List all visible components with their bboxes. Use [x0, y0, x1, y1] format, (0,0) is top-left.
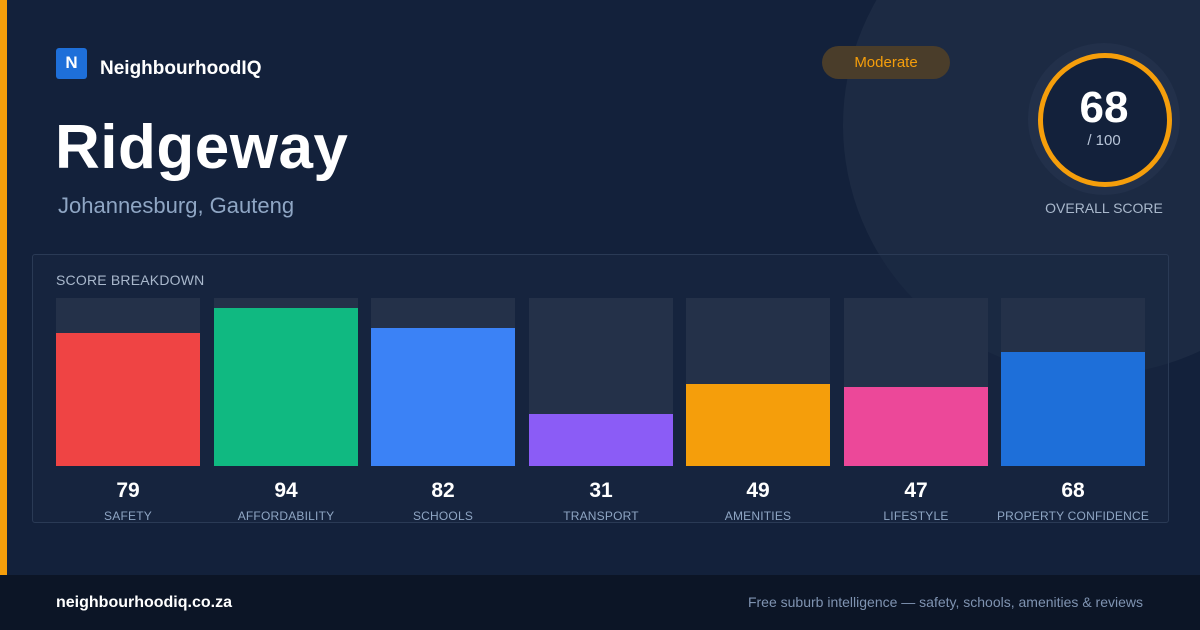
footer [0, 575, 1200, 630]
bar-fill-affordability [214, 308, 358, 466]
suburb-location: Johannesburg, Gauteng [58, 193, 295, 218]
overall-score-max: / 100 [1087, 132, 1121, 149]
bar-label: LIFESTYLE [883, 509, 949, 523]
bar-label: PROPERTY CONFIDENCE [996, 509, 1150, 523]
bar-label: SAFETY [104, 509, 152, 523]
suburb-title: Ridgeway [55, 113, 349, 182]
footer-site-link[interactable]: neighbourhoodiq.co.za [56, 594, 232, 611]
overall-score-label: OVERALL SCORE [1045, 200, 1163, 216]
bar-value: 94 [274, 479, 298, 502]
bar-value: 49 [746, 479, 770, 502]
score-breakdown-title: SCORE BREAKDOWN [56, 272, 205, 288]
bar-track-amenities [686, 298, 830, 466]
bar-fill-transport [529, 414, 673, 466]
accent-bar [0, 0, 7, 575]
brand-name: NeighbourhoodIQ [100, 58, 262, 79]
bar-label: SCHOOLS [412, 509, 474, 523]
bar-label: AFFORDABILITY [237, 509, 335, 523]
bar-track-lifestyle [844, 298, 988, 466]
bar-value: 68 [1061, 479, 1085, 502]
bar-value: 82 [431, 479, 455, 502]
bar-value: 79 [116, 479, 140, 502]
footer-tagline: Free suburb intelligence — safety, schoo… [747, 594, 1143, 610]
bar-track-transport [529, 298, 673, 466]
bar-track-affordability [214, 298, 358, 466]
bar-value: 47 [904, 479, 928, 502]
bar-label: TRANSPORT [563, 509, 639, 523]
overall-score-value: 68 [1079, 83, 1129, 132]
bar-fill-property-confidence [1001, 352, 1145, 466]
bar-track-property-confidence [1001, 298, 1145, 466]
logo-icon: N [56, 47, 87, 79]
bar-track-schools [371, 298, 515, 466]
bar-fill-lifestyle [844, 387, 988, 466]
bar-fill-schools [371, 328, 515, 466]
bar-fill-safety [56, 333, 200, 466]
bar-label: AMENITIES [724, 509, 792, 523]
overall-score-ring [1038, 53, 1172, 187]
bar-value: 31 [589, 479, 613, 502]
rating-badge: Moderate [822, 46, 950, 79]
brand-logo[interactable]: N NeighbourhoodIQ [56, 46, 261, 80]
bar-track-safety [56, 298, 200, 466]
bar-fill-amenities [686, 384, 830, 466]
